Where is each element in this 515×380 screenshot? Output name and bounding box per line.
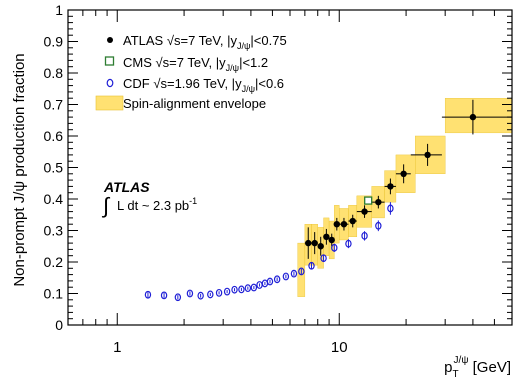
y-tick-label: 0 xyxy=(55,317,63,333)
luminosity-label: L dt ~ 2.3 pb-1 xyxy=(117,196,197,213)
cdf-point xyxy=(223,287,231,296)
atlas-point xyxy=(400,170,407,177)
cdf-point xyxy=(345,239,352,248)
y-tick-label: 0.3 xyxy=(44,223,64,239)
y-tick-label: 1 xyxy=(55,2,63,18)
atlas-point xyxy=(361,208,368,215)
cdf-point xyxy=(387,204,394,213)
cdf-point xyxy=(375,221,382,230)
cdf-point xyxy=(331,243,338,252)
cdf-point xyxy=(273,275,281,284)
x-axis-label: pTJ/ψ [GeV] xyxy=(444,355,511,380)
y-axis-label: Non-prompt J/ψ production fraction xyxy=(11,53,28,286)
legend-marker-atlas xyxy=(107,37,113,43)
atlas-point xyxy=(333,221,341,228)
y-tick-label: 0.7 xyxy=(44,97,64,113)
atlas-point xyxy=(387,183,394,190)
y-tick-label: 0.2 xyxy=(44,254,64,270)
cdf-point xyxy=(197,291,204,300)
cdf-point xyxy=(244,284,252,293)
envelope-bands xyxy=(297,97,513,297)
cdf-point xyxy=(144,290,152,299)
cdf-point xyxy=(207,290,214,299)
legend-marker-envelope xyxy=(95,95,124,111)
cdf-point xyxy=(361,231,368,240)
legend-label-envelope: Spin-alignment envelope xyxy=(123,96,266,111)
atlas-point xyxy=(317,243,324,250)
envelope-band xyxy=(444,97,513,134)
y-tick-label: 0.5 xyxy=(44,160,64,176)
cdf-point xyxy=(186,289,194,298)
cdf-point xyxy=(266,277,274,286)
atlas-point xyxy=(469,113,477,121)
atlas-annotation: ATLAS ∫ L dt ~ 2.3 pb-1 xyxy=(101,179,197,218)
y-tick-label: 0.1 xyxy=(44,286,64,302)
y-tick-label: 0.4 xyxy=(44,191,64,207)
legend-label-cdf: CDF √s=1.96 TeV, |yJ/ψ|<0.6 xyxy=(123,76,284,94)
y-tick-label: 0.6 xyxy=(44,128,64,144)
y-tick-label: 0.9 xyxy=(44,34,64,50)
atlas-point xyxy=(323,233,330,240)
cdf-point xyxy=(298,267,305,276)
cms-point xyxy=(364,196,373,205)
atlas-point xyxy=(305,239,312,247)
cdf-point xyxy=(231,285,238,294)
x-tick-label: 10 xyxy=(331,339,348,356)
atlas-point xyxy=(375,198,382,206)
cdf-point xyxy=(215,288,223,297)
legend: ATLAS √s=7 TeV, |yJ/ψ|<0.75 CMS √s=7 TeV,… xyxy=(95,33,287,111)
atlas-point xyxy=(340,221,348,228)
cdf-point xyxy=(174,293,182,302)
atlas-point xyxy=(424,151,431,159)
atlas-point xyxy=(328,236,335,244)
cdf-point xyxy=(250,283,258,292)
plot-frame xyxy=(67,9,513,326)
atlas-point xyxy=(349,217,356,225)
legend-label-atlas: ATLAS √s=7 TeV, |yJ/ψ|<0.75 xyxy=(123,33,287,51)
cdf-point xyxy=(290,269,298,278)
cdf-point xyxy=(160,291,168,300)
cdf-point xyxy=(320,254,327,263)
cdf-point xyxy=(238,285,245,294)
axis-ticks xyxy=(67,9,513,326)
cdf-point xyxy=(308,261,315,270)
integral-sign: ∫ xyxy=(101,193,111,218)
legend-marker-cdf xyxy=(106,78,114,88)
data-markers xyxy=(144,113,477,302)
atlas-point xyxy=(311,239,318,247)
legend-marker-cms xyxy=(104,56,115,66)
legend-label-cms: CMS √s=7 TeV, |yJ/ψ|<1.2 xyxy=(123,55,268,73)
y-tick-label: 0.8 xyxy=(44,65,64,81)
tick-labels: 0 0.1 0.2 0.3 0.4 0.5 0.6 0.7 0.8 0.9 1 1 10 xyxy=(44,2,348,356)
cdf-point xyxy=(282,272,290,281)
x-tick-label: 1 xyxy=(113,339,121,356)
atlas-label: ATLAS xyxy=(103,179,150,195)
